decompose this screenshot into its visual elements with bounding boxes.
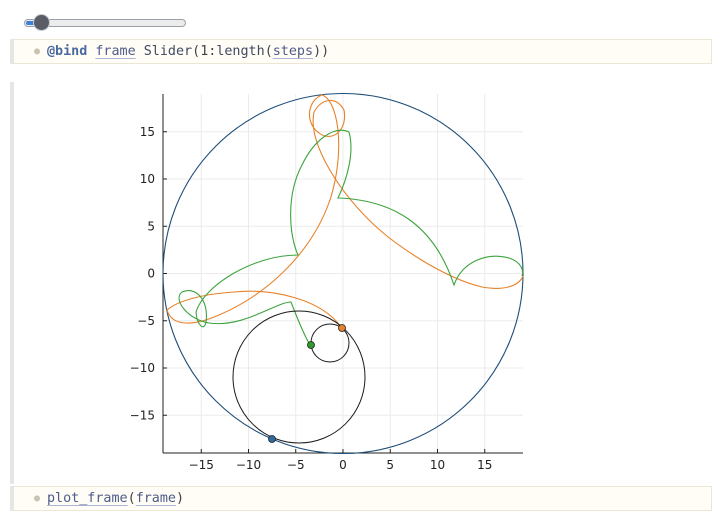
y-tick-label: −15 [130, 408, 155, 422]
y-tick-label: −5 [137, 314, 155, 328]
x-tick-label: 15 [477, 458, 492, 472]
orange-trace-path [166, 94, 524, 328]
paren-open: ( [192, 44, 201, 59]
epicycle-plot: −15 −10 −5 0 5 10 15 15 10 5 0 −5 −10 −15 [130, 92, 524, 472]
x-tick-label: −15 [189, 458, 214, 472]
range-start: 1: [200, 44, 217, 59]
x-tick-label: −5 [287, 458, 305, 472]
slider-thumb[interactable] [32, 14, 50, 31]
variable-frame[interactable]: frame [95, 44, 136, 59]
y-tick-label: 0 [147, 267, 155, 281]
cell-bullet-icon: ● [34, 493, 41, 504]
x-tick-label: 10 [430, 458, 445, 472]
orange-point-marker [338, 324, 346, 332]
code-line[interactable]: plot_frame(frame) [47, 487, 184, 510]
plot-output-cell: −15 −10 −5 0 5 10 15 15 10 5 0 −5 −10 −15 [10, 82, 712, 484]
paren-open-2: ( [264, 44, 273, 59]
y-tick-label: −10 [130, 361, 155, 375]
macro-bind: @bind [47, 44, 88, 59]
code-line[interactable]: @bind frame Slider(1:length(steps)) [47, 40, 329, 63]
code-cell-plot-frame[interactable]: ● plot_frame(frame) [10, 486, 712, 511]
function-length: length [216, 44, 265, 59]
epicycle-circle-large [232, 310, 366, 444]
paren-close: ) [176, 491, 185, 506]
function-slider: Slider [143, 44, 193, 59]
code-cell-bind-slider[interactable]: ● @bind frame Slider(1:length(steps)) [10, 39, 712, 64]
y-tick-label: 10 [140, 172, 155, 186]
x-tick-label: 5 [386, 458, 394, 472]
y-tick-label: 15 [140, 125, 155, 139]
x-tick-label: 0 [339, 458, 347, 472]
green-point-marker [307, 341, 315, 349]
frame-slider[interactable] [24, 14, 186, 32]
paren-open: ( [127, 491, 136, 506]
green-trace-path [178, 129, 524, 346]
variable-steps[interactable]: steps [272, 44, 314, 59]
x-tick-label: −10 [236, 458, 261, 472]
y-tick-label: 5 [147, 219, 155, 233]
variable-frame[interactable]: frame [135, 491, 176, 506]
cell-bullet-icon: ● [34, 46, 41, 57]
function-plot-frame[interactable]: plot_frame [47, 491, 128, 506]
blue-point-marker [268, 435, 276, 443]
paren-close: )) [313, 44, 330, 59]
